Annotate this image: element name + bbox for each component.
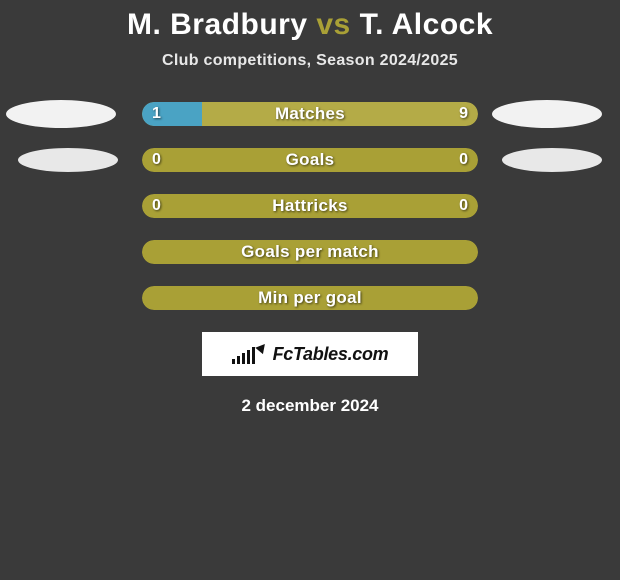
player-oval-icon [502, 148, 602, 172]
stat-bar: Goals per match [142, 240, 478, 264]
date-text: 2 december 2024 [241, 396, 378, 416]
subtitle: Club competitions, Season 2024/2025 [162, 52, 458, 70]
stat-bar: 00Hattricks [142, 194, 478, 218]
page-title: M. Bradbury vs T. Alcock [127, 8, 493, 42]
stat-row: 00Goals [0, 148, 620, 172]
stat-bar: 00Goals [142, 148, 478, 172]
badge-arrow-icon [255, 340, 268, 353]
stat-label: Min per goal [142, 286, 478, 310]
stat-row: 19Matches [0, 102, 620, 126]
stat-row: Goals per match [0, 240, 620, 264]
stat-row: Min per goal [0, 286, 620, 310]
comparison-widget: M. Bradbury vs T. Alcock Club competitio… [0, 0, 620, 416]
player1-name: M. Bradbury [127, 8, 308, 41]
fctables-badge[interactable]: FcTables.com [202, 332, 418, 376]
stat-label: Matches [142, 102, 478, 126]
stat-label: Goals per match [142, 240, 478, 264]
player2-name: T. Alcock [360, 8, 493, 41]
stat-label: Hattricks [142, 194, 478, 218]
stat-label: Goals [142, 148, 478, 172]
badge-bar [252, 347, 255, 364]
badge-bar [232, 359, 235, 364]
stat-bar: 19Matches [142, 102, 478, 126]
player-oval-icon [6, 100, 116, 128]
badge-bar [242, 353, 245, 364]
stat-row: 00Hattricks [0, 194, 620, 218]
badge-bar [247, 350, 250, 364]
stat-rows: 19Matches 00Goals 00Hattricks Goals per mat… [0, 102, 620, 310]
player-oval-icon [18, 148, 118, 172]
vs-text: vs [316, 8, 350, 41]
player-oval-icon [492, 100, 602, 128]
stat-bar: Min per goal [142, 286, 478, 310]
badge-text: FcTables.com [273, 344, 389, 365]
badge-bar [237, 356, 240, 364]
badge-bars-icon [232, 344, 255, 364]
